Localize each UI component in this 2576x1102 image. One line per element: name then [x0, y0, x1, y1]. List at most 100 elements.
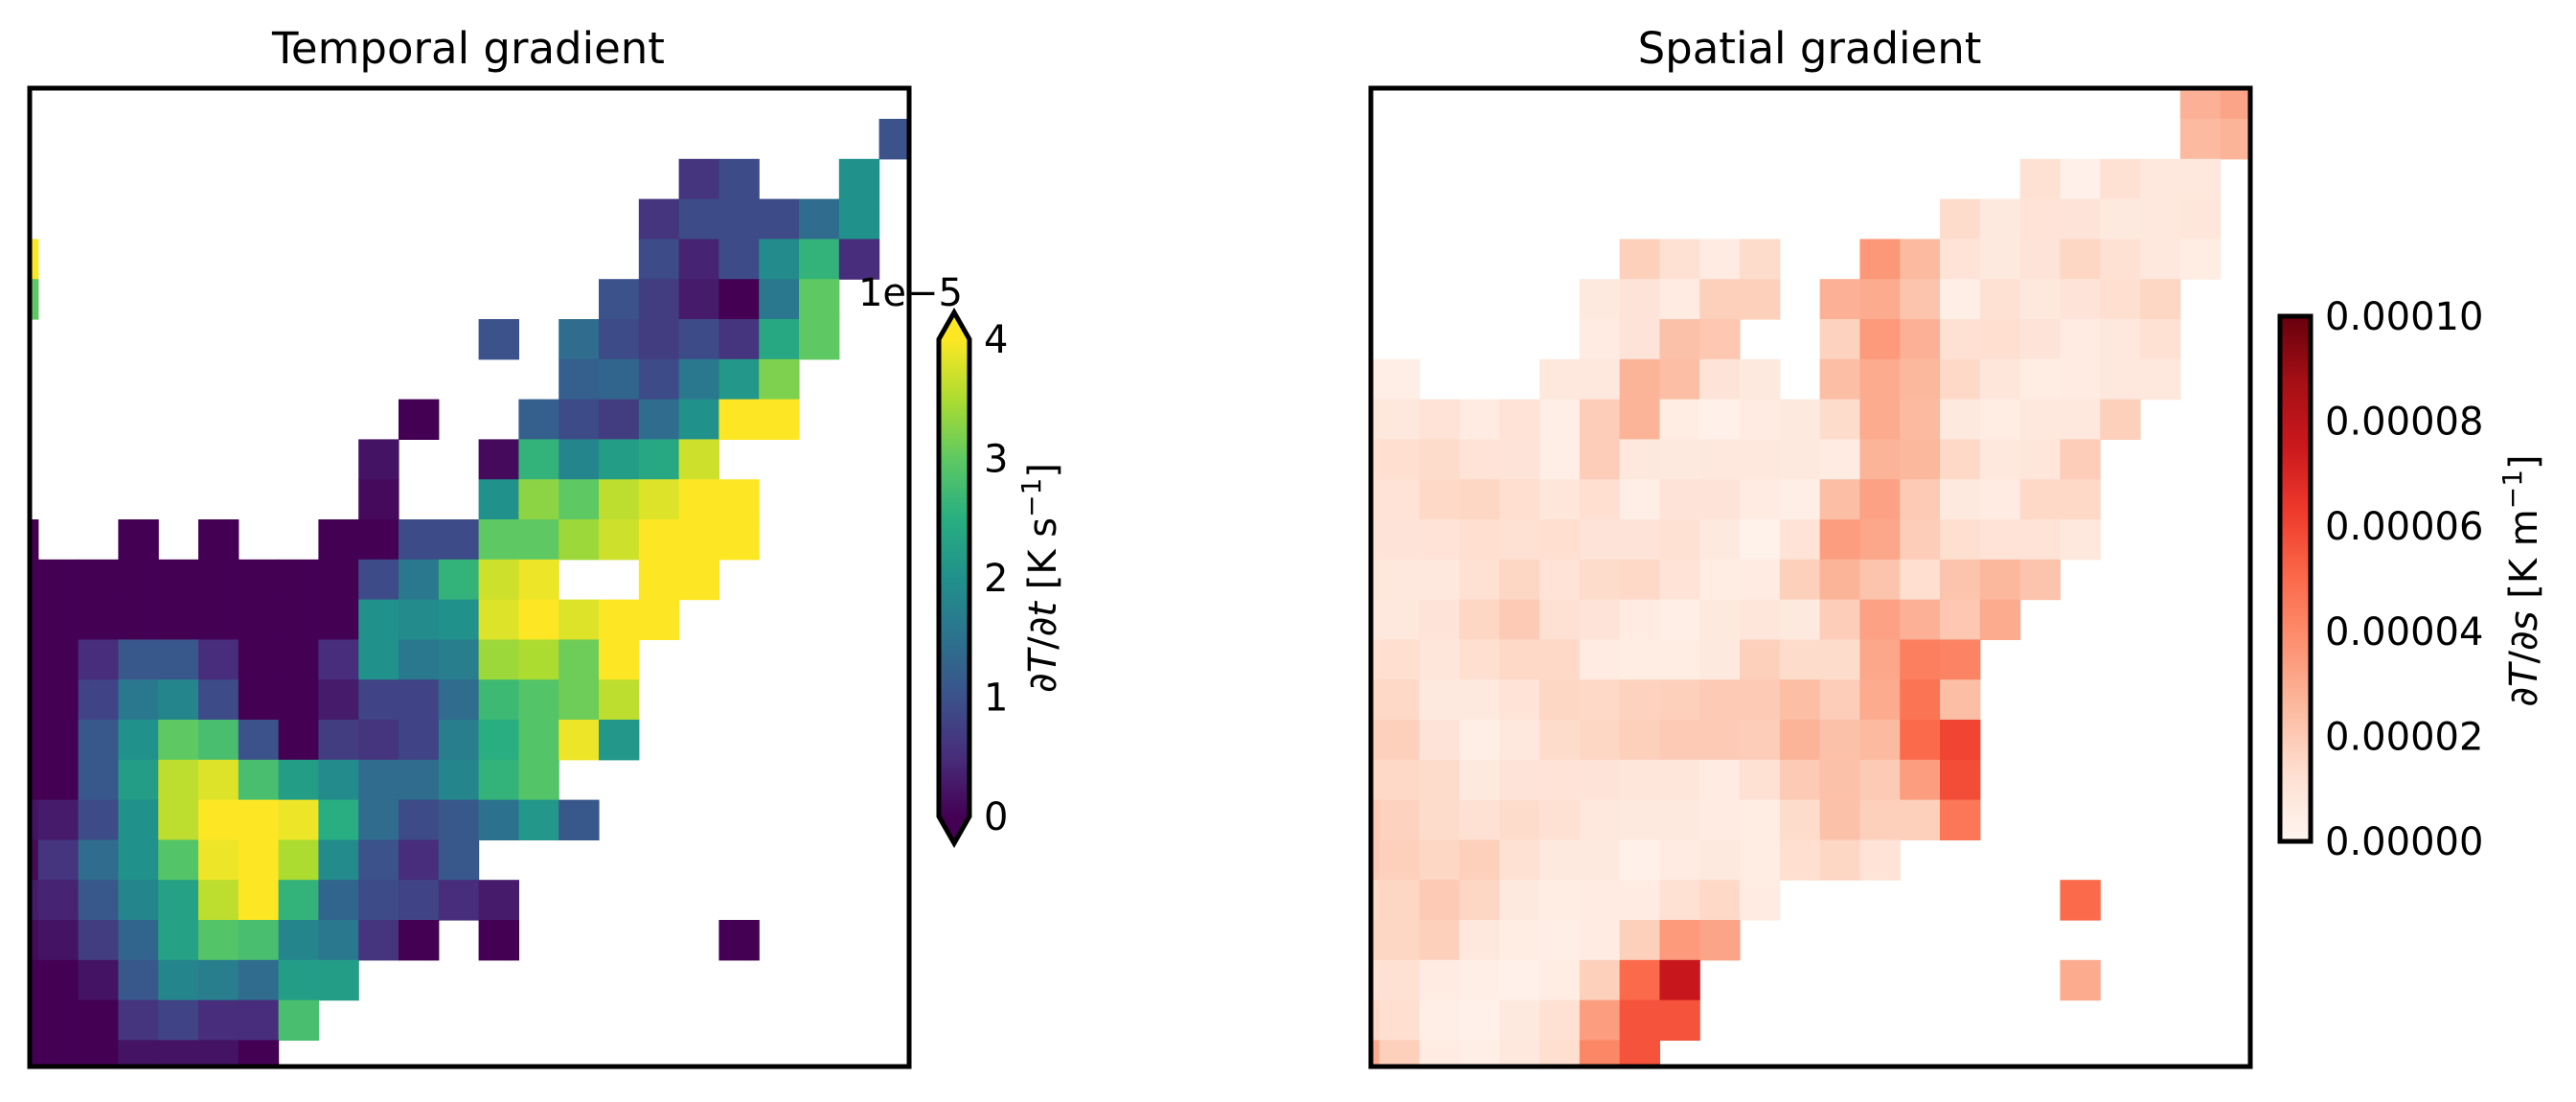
- heatmap-cell: [1371, 759, 1380, 801]
- heatmap-cell: [2179, 198, 2222, 240]
- heatmap-cell: [1900, 399, 1941, 440]
- heatmap-cell: [278, 559, 319, 601]
- heatmap-cell: [1459, 439, 1500, 480]
- heatmap-cell: [1940, 439, 1981, 480]
- heatmap-cell: [1619, 839, 1660, 881]
- temporal-gradient-panel: Temporal gradient 0 1 2 3 4 1e−5 ∂T/∂t [K s−…: [27, 23, 1065, 1069]
- heatmap-cell: [599, 279, 640, 320]
- axes-frame: [1368, 85, 2253, 1069]
- heatmap-cell: [1940, 399, 1981, 440]
- heatmap-cell: [1459, 399, 1500, 440]
- heatmap-cell: [358, 759, 399, 801]
- heatmap-cell: [1619, 880, 1660, 921]
- heatmap-cell: [1499, 479, 1540, 520]
- heatmap-cell: [30, 599, 39, 640]
- heatmap-cell: [318, 880, 359, 921]
- heatmap-cell: [599, 358, 640, 401]
- heatmap-cell: [1859, 399, 1901, 440]
- heatmap-cell: [1379, 959, 1421, 1001]
- heatmap-cell: [1459, 999, 1500, 1041]
- heatmap-cell: [1539, 839, 1581, 881]
- heatmap-cell: [2140, 239, 2181, 280]
- heatmap-cell: [759, 239, 800, 280]
- colorbar-tick-label: 1: [984, 677, 1008, 721]
- heatmap-cell: [1459, 1040, 1500, 1067]
- heatmap-cell: [1539, 479, 1581, 520]
- heatmap-cell: [759, 399, 800, 440]
- heatmap-cell: [1579, 920, 1621, 961]
- heatmap-cell: [559, 479, 600, 520]
- heatmap-cell: [1699, 839, 1741, 881]
- heatmap-cell: [37, 799, 80, 840]
- heatmap-cell: [78, 799, 119, 840]
- heatmap-cell: [559, 599, 600, 640]
- heatmap-cell: [238, 639, 280, 680]
- heatmap-cell: [718, 198, 760, 240]
- heatmap-cell: [1371, 358, 1380, 401]
- heatmap-cell: [1659, 679, 1700, 721]
- heatmap-cell: [318, 519, 359, 561]
- heatmap-cell: [318, 599, 359, 640]
- heatmap-cell: [1499, 999, 1540, 1041]
- colorbar-label: ∂T/∂s [K m−1]: [2496, 454, 2546, 706]
- heatmap-cell: [518, 599, 559, 640]
- heatmap-cell: [1579, 959, 1621, 1001]
- heatmap-cell: [1619, 759, 1660, 801]
- heatmap-cell: [358, 839, 399, 881]
- heatmap-cell: [1579, 319, 1621, 360]
- heatmap-cell: [1419, 920, 1460, 961]
- heatmap-cell: [118, 599, 159, 640]
- heatmap-cell: [2060, 239, 2101, 280]
- heatmap-cell: [358, 519, 399, 561]
- heatmap-cell: [118, 839, 159, 881]
- heatmap-cell: [799, 279, 840, 320]
- heatmap-cell: [78, 599, 119, 640]
- heatmap-cell: [599, 399, 640, 440]
- heatmap-cell: [1499, 559, 1540, 601]
- heatmap-cell: [1779, 799, 1821, 840]
- heatmap-cell: [238, 1040, 280, 1067]
- heatmap-cell: [1819, 279, 1860, 320]
- heatmap-cell: [198, 799, 239, 840]
- heatmap-cell: [1371, 880, 1380, 921]
- heatmap-cell: [1819, 599, 1860, 640]
- heatmap-cell: [278, 759, 319, 801]
- heatmap-cell: [1371, 479, 1380, 520]
- heatmap-cell: [759, 358, 800, 401]
- heatmap-cell: [158, 799, 199, 840]
- heatmap-cell: [1419, 559, 1460, 601]
- colorbar-bar: [936, 307, 972, 849]
- heatmap-cell: [1779, 439, 1821, 480]
- heatmap-cell: [1619, 920, 1660, 961]
- heatmap-cell: [1940, 519, 1981, 561]
- heatmap-cell: [1379, 439, 1421, 480]
- heatmap-cell: [1579, 479, 1621, 520]
- heatmap-cell: [278, 679, 319, 721]
- colorbar-bar: [2277, 313, 2314, 844]
- heatmap-cell: [118, 799, 159, 840]
- heatmap-cell: [718, 479, 760, 520]
- heatmap-cell: [399, 920, 440, 961]
- heatmap-cell: [1859, 679, 1901, 721]
- heatmap-cell: [358, 799, 399, 840]
- heatmap-cell: [278, 639, 319, 680]
- heatmap-cell: [1900, 239, 1941, 280]
- heatmap-cell: [1859, 559, 1901, 601]
- heatmap-cell: [1779, 599, 1821, 640]
- heatmap-cell: [358, 559, 399, 601]
- heatmap-cell: [678, 519, 719, 561]
- heatmap-cell: [1859, 839, 1901, 881]
- heatmap-cell: [318, 679, 359, 721]
- heatmap-cell: [1940, 720, 1981, 761]
- heatmap-cell: [158, 1040, 199, 1067]
- heatmap-cell: [238, 679, 280, 721]
- heatmap-cell: [1539, 720, 1581, 761]
- heatmap-cell: [1379, 999, 1421, 1041]
- heatmap-cell: [1859, 239, 1901, 280]
- heatmap-cell: [1619, 679, 1660, 721]
- heatmap-cell: [1740, 519, 1781, 561]
- heatmap-cell: [1419, 959, 1460, 1001]
- heatmap-cell: [1619, 799, 1660, 840]
- heatmap-cell: [198, 759, 239, 801]
